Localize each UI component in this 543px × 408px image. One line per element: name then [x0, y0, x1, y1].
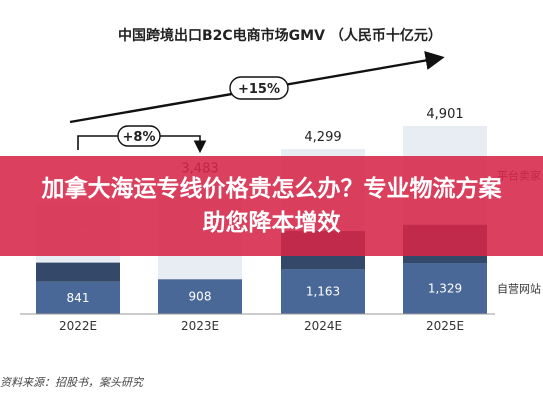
x-tick-label: 2024E [304, 319, 342, 333]
x-tick-label: 2023E [181, 319, 219, 333]
bar-label: 1,163 [306, 285, 340, 299]
bar-label: 1,329 [428, 282, 462, 296]
bar-2023E-series-0 [158, 279, 242, 314]
bar-label: 908 [189, 290, 212, 304]
banner-text: 加拿大海运专线价格贵怎么办？专业物流方案助您降本增效 [41, 176, 502, 236]
bar-2022E-series-0 [36, 281, 120, 314]
total-label-2024E: 4,299 [304, 130, 341, 145]
x-axis-ticks: 2022E 2023E 2024E 2025E [59, 319, 464, 333]
x-tick-label: 2022E [59, 319, 97, 333]
total-label-2025E: 4,901 [426, 107, 463, 122]
promo-banner[interactable]: 加拿大海运专线价格贵怎么办？专业物流方案助您降本增效 [0, 156, 543, 256]
legend-entry-0: 自营网站 [497, 282, 541, 296]
bar-label: 841 [67, 291, 90, 305]
bar-2025E-series-0 [403, 263, 487, 314]
source-note: 资料来源：招股书，案头研究 [0, 376, 145, 389]
chart-title: 中国跨境出口B2C电商市场GMV （人民币十亿元） [118, 27, 442, 44]
bar-2024E-series-0 [281, 269, 365, 314]
growth-label-15: +15% [238, 82, 280, 97]
bar-2022E-series-1 [36, 262, 120, 282]
growth-label-8: +8% [123, 130, 156, 145]
growth-pill-8 [117, 125, 161, 147]
growth-annotations: +8% +15% [69, 50, 445, 154]
x-tick-label: 2025E [426, 319, 464, 333]
growth-pill-15 [229, 76, 289, 100]
